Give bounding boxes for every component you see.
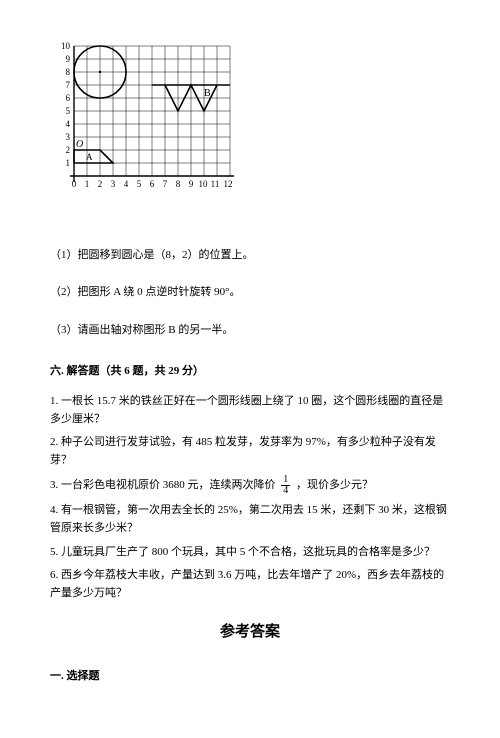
svg-text:5: 5 [137,179,142,189]
problem-3-text-a: 3. 一台彩色电视机原价 3680 元，连续两次降价 [50,479,276,491]
question-2: （2）把图形 A 绕 0 点逆时针旋转 90°。 [50,284,450,302]
svg-text:7: 7 [66,80,71,90]
svg-text:10: 10 [199,179,209,189]
grid-figure: B O A 10 9 8 7 6 5 4 3 2 1 0 [50,40,450,217]
svg-text:4: 4 [124,179,129,189]
grid-svg: B O A 10 9 8 7 6 5 4 3 2 1 0 [50,40,250,210]
svg-text:3: 3 [66,132,71,142]
problem-5: 5. 儿童玩具厂生产了 800 个玩具，其中 5 个不合格，这批玩具的合格率是多… [50,544,450,562]
problem-1: 1. 一根长 15.7 米的铁丝正好在一个圆形线圈上绕了 10 圈，这个圆形线圈… [50,393,450,428]
problem-6: 6. 西乡今年荔枝大丰收，产量达到 3.6 万吨，比去年增产了 20%，西乡去年… [50,567,450,602]
svg-text:2: 2 [98,179,103,189]
svg-text:1: 1 [66,158,71,168]
svg-text:9: 9 [189,179,194,189]
svg-text:3: 3 [111,179,116,189]
label-a: A [86,152,93,162]
x-ticks: 0 1 2 3 4 5 6 7 8 9 10 11 12 [72,179,233,189]
problem-4: 4. 有一根钢管，第一次用去全长的 25%，第二次用去 15 米，还剩下 30 … [50,502,450,537]
svg-text:4: 4 [66,119,71,129]
svg-text:2: 2 [66,145,71,155]
svg-text:1: 1 [85,179,90,189]
svg-text:7: 7 [163,179,168,189]
question-3: （3）请画出轴对称图形 B 的另一半。 [50,322,450,340]
svg-text:9: 9 [66,54,71,64]
fraction-1-4: 1 4 [281,475,290,496]
svg-text:12: 12 [224,179,233,189]
problem-2: 2. 种子公司进行发芽试验，有 485 粒发芽，发芽率为 97%，有多少粒种子没… [50,434,450,469]
answer-title: 参考答案 [50,620,450,644]
svg-text:0: 0 [72,179,77,189]
label-b: B [204,88,211,99]
y-ticks: 10 9 8 7 6 5 4 3 2 1 [61,41,71,168]
svg-text:8: 8 [66,67,71,77]
shape-a [74,150,113,163]
section-6-header: 六. 解答题（共 6 题，共 29 分） [50,363,450,381]
svg-text:6: 6 [66,93,71,103]
svg-text:5: 5 [66,106,71,116]
problem-3-text-b: ，现价多少元？ [296,479,373,491]
svg-text:10: 10 [61,41,71,51]
grid-lines [74,46,230,176]
problem-3: 3. 一台彩色电视机原价 3680 元，连续两次降价 1 4 ，现价多少元？ [50,475,450,496]
label-o: O [76,139,83,150]
svg-text:11: 11 [211,179,220,189]
question-1: （1）把圆移到圆心是（8，2）的位置上。 [50,247,450,265]
answer-section-1: 一. 选择题 [50,668,450,686]
svg-text:8: 8 [176,179,181,189]
svg-text:6: 6 [150,179,155,189]
fraction-denominator: 4 [281,486,290,496]
